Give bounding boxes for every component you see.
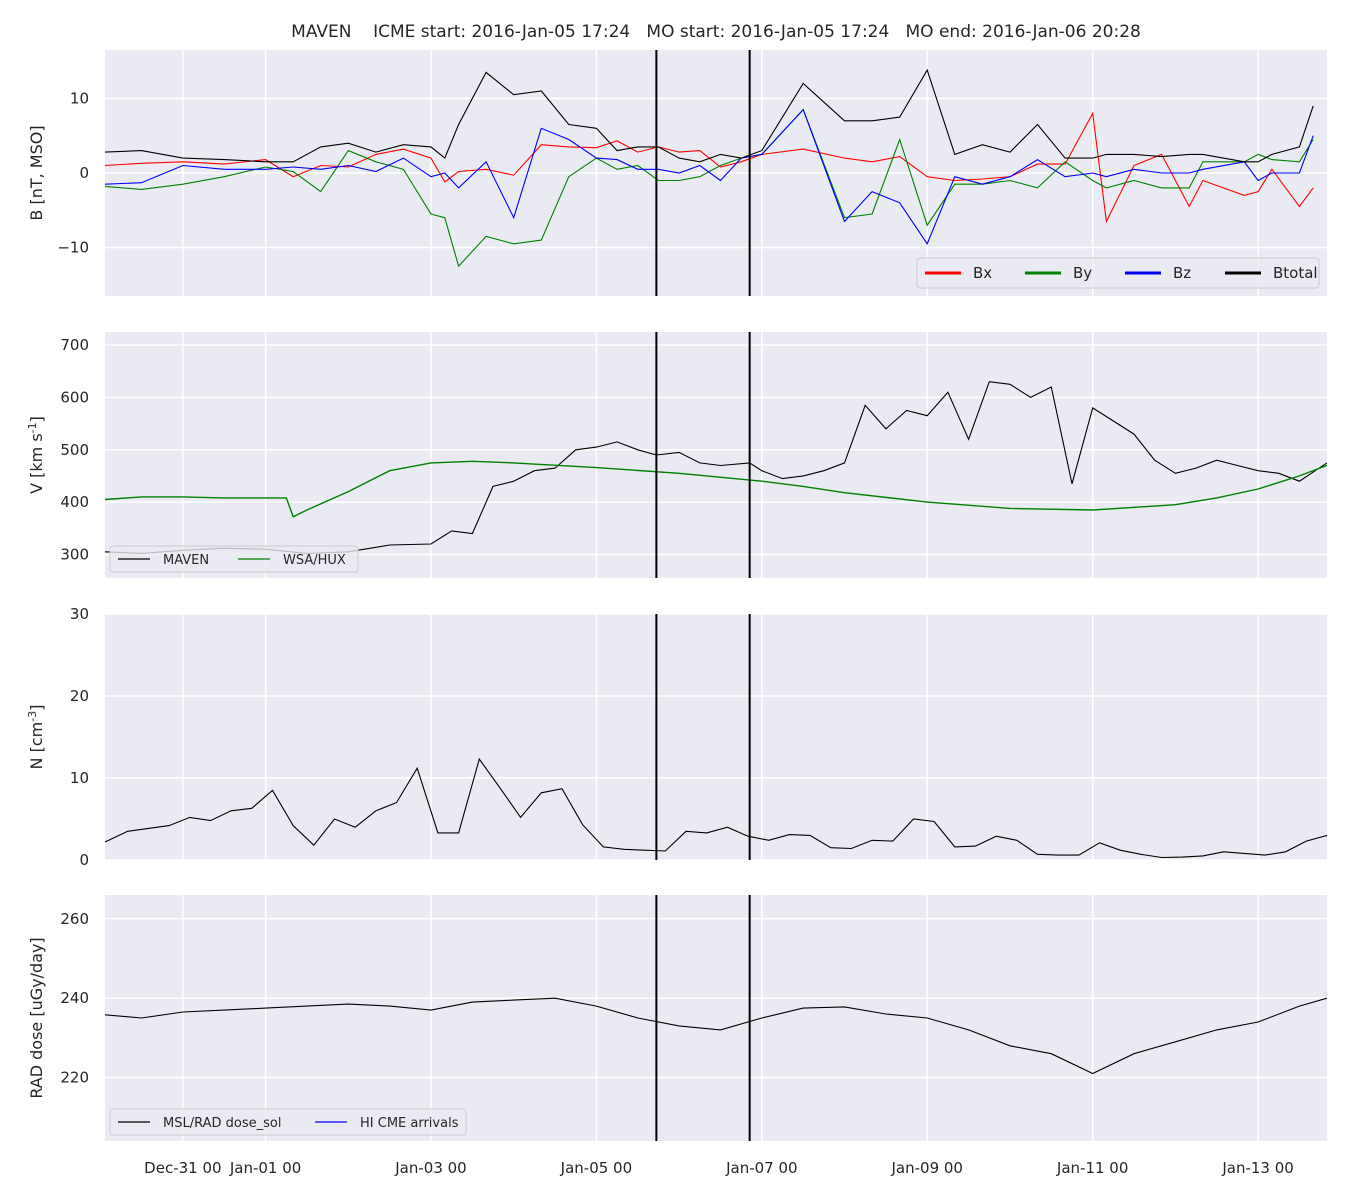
y-tick-label: 0 bbox=[79, 851, 89, 869]
y-tick-label: 0 bbox=[79, 164, 89, 182]
plot-background bbox=[105, 895, 1327, 1141]
x-tick-label: Jan-13 00 bbox=[1221, 1159, 1293, 1177]
y-tick-label: 260 bbox=[60, 910, 89, 928]
y-tick-label: 220 bbox=[60, 1069, 89, 1087]
legend-label: Btotal bbox=[1273, 264, 1318, 282]
y-tick-label: 300 bbox=[60, 545, 89, 563]
plot-background bbox=[105, 332, 1327, 578]
y-tick-label: 700 bbox=[60, 336, 89, 354]
series-maven bbox=[105, 381, 1327, 554]
y-tick-label: 30 bbox=[70, 605, 89, 623]
x-tick-label: Jan-05 00 bbox=[560, 1159, 632, 1177]
series-by bbox=[105, 108, 1314, 268]
plot-background bbox=[105, 614, 1327, 860]
series-msl-rad-dose-sol bbox=[105, 997, 1327, 1075]
y-tick-label: 600 bbox=[60, 388, 89, 406]
y-tick-label: 10 bbox=[70, 769, 89, 787]
y-tick-label: 10 bbox=[70, 89, 89, 107]
x-tick-label: Dec-31 00 bbox=[144, 1159, 221, 1177]
x-tick-label: Jan-11 00 bbox=[1056, 1159, 1128, 1177]
y-axis-label: B [nT, MSO] bbox=[27, 125, 46, 220]
legend-label: By bbox=[1073, 264, 1092, 282]
legend: MAVEN WSA/HUX bbox=[109, 545, 359, 573]
x-tick-label: Jan-03 00 bbox=[394, 1159, 466, 1177]
legend-label: MAVEN bbox=[163, 553, 209, 568]
y-tick-label: 20 bbox=[70, 687, 89, 705]
x-tick-label: Jan-01 00 bbox=[229, 1159, 301, 1177]
x-tick-label: Jan-07 00 bbox=[725, 1159, 797, 1177]
panel-4: 220 240 260 RAD dose [uGy/day] MSL/RAD dose_… bbox=[27, 895, 1327, 1141]
legend-label: WSA/HUX bbox=[283, 553, 346, 568]
series-bz bbox=[105, 108, 1314, 245]
series-wsa-hux bbox=[105, 460, 1327, 518]
y-axis-label: N [cm-3] bbox=[26, 705, 46, 770]
legend-label: MSL/RAD dose_sol bbox=[163, 1116, 281, 1131]
y-tick-label: 400 bbox=[60, 493, 89, 511]
series-maven bbox=[105, 757, 1327, 859]
figure-title: MAVEN ICME start: 2016-Jan-05 17:24 MO s… bbox=[291, 22, 1141, 42]
series-btotal bbox=[105, 68, 1314, 163]
y-axis-label: V [km s-1] bbox=[26, 416, 46, 494]
legend: Bx By Bz Btotal bbox=[916, 257, 1320, 289]
y-tick-label: −10 bbox=[57, 239, 89, 257]
panel-3: 0 10 20 30 N [cm-3] bbox=[26, 605, 1327, 869]
y-tick-label: 240 bbox=[60, 989, 89, 1007]
panel-2: 300 400 500 600 700 V [km s-1] MAVEN WSA/HUX bbox=[26, 332, 1327, 578]
legend-label: Bx bbox=[973, 264, 992, 282]
legend: MSL/RAD dose_sol HI CME arrivals bbox=[109, 1108, 467, 1136]
legend-label: Bz bbox=[1173, 264, 1191, 282]
y-tick-label: 500 bbox=[60, 441, 89, 459]
y-axis-label: RAD dose [uGy/day] bbox=[27, 937, 46, 1098]
x-tick-label: Jan-09 00 bbox=[891, 1159, 963, 1177]
legend-label: HI CME arrivals bbox=[360, 1116, 459, 1131]
panel-1: −10 0 10 B [nT, MSO] Bx By Bz Btotal bbox=[27, 50, 1327, 296]
